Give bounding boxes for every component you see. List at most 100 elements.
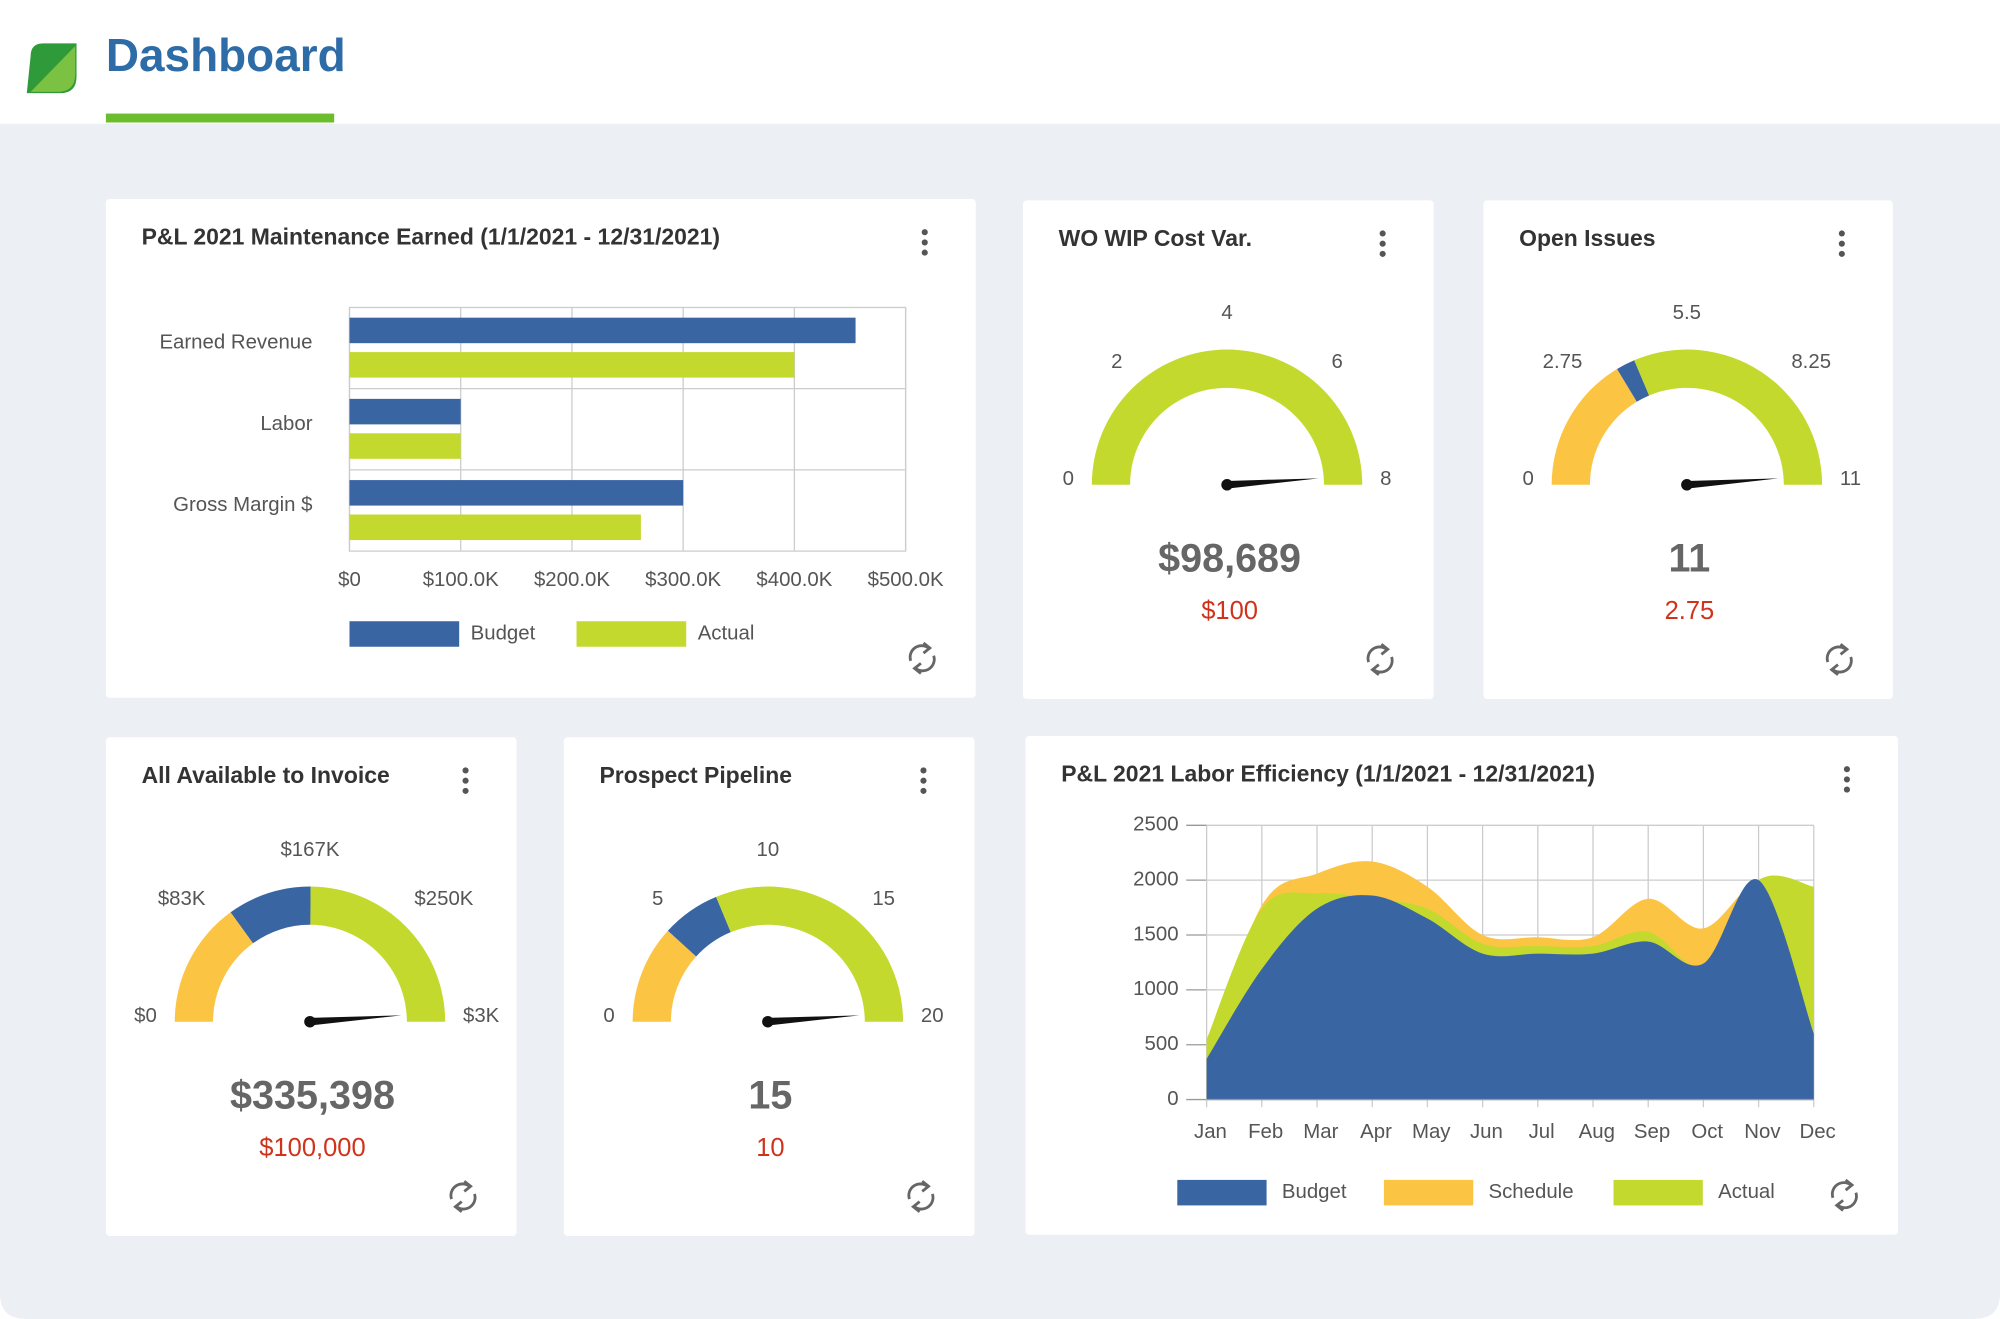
legend-label: Actual [1718,1181,1775,1203]
menu-button[interactable] [1379,230,1386,257]
gauge-tick-label: 6 [1332,351,1343,373]
widget-card: All Available to Invoice $0 $83K $167K $250K… [105,737,517,1237]
x-tick-label: Mar [1303,1121,1338,1143]
gauge-value: 15 [748,1074,792,1118]
refresh-button[interactable] [1366,643,1394,676]
gauge-target: 10 [756,1134,784,1162]
gauge-tick-label: 5 [652,888,663,910]
menu-dot [1838,230,1845,237]
bar [349,317,856,344]
menu-dot [1838,250,1845,257]
x-tick-label: Apr [1360,1121,1392,1143]
needle-hub [762,1016,774,1028]
x-tick-label: $0 [338,569,361,591]
gauge-band [1617,360,1650,402]
bar [349,433,461,459]
gauge-band [632,930,697,1022]
gauge-tick-label: $250K [414,888,473,910]
widget-title: All Available to Invoice [142,762,390,788]
refresh-button[interactable] [908,641,936,675]
legend-label: Actual [698,622,755,644]
needle-hub [1681,479,1693,491]
x-tick-label: $400.0K [756,569,832,591]
menu-dot [921,239,928,246]
menu-dot [1379,250,1386,257]
gauge-band [667,896,731,957]
refresh-button[interactable] [907,1180,935,1213]
refresh-button[interactable] [449,1180,477,1213]
y-tick-label: Earned Revenue [159,332,312,354]
legend-label: Schedule [1489,1181,1574,1203]
gauge-needle [309,1015,402,1026]
menu-button[interactable] [920,767,927,794]
refresh-arrow [922,641,933,655]
menu-button[interactable] [1838,230,1845,257]
x-tick-label: $300.0K [645,569,721,591]
gauge-value: $98,689 [1158,537,1301,581]
menu-button[interactable] [462,767,469,794]
refresh-arrow [912,662,922,675]
legend-swatch [1177,1179,1267,1206]
x-tick-label: Feb [1248,1121,1283,1143]
gauge-tick-label: 20 [921,1005,944,1027]
gauge-target: 2.75 [1665,597,1715,625]
menu-dot [920,777,927,784]
x-tick-label: Jul [1529,1121,1555,1143]
legend-swatch [1383,1179,1474,1206]
refresh-arrow [1370,663,1380,676]
x-tick-label: Jan [1194,1121,1227,1143]
area [1206,879,1814,1100]
bar [349,514,641,541]
menu-dot [1843,786,1850,793]
menu-dot [462,777,469,784]
gauge-tick-label: 2 [1111,351,1122,373]
x-tick-label: Dec [1799,1121,1835,1143]
widget-title: WO WIP Cost Var. [1059,225,1252,251]
widget-title: Open Issues [1519,225,1655,251]
x-tick-label: $500.0K [868,569,944,591]
menu-dot [1379,230,1386,237]
menu-dot [1379,240,1386,247]
refresh-arrow [1834,1199,1844,1212]
gauge-tick-label: 4 [1221,302,1232,324]
menu-button[interactable] [921,229,928,256]
menu-button[interactable] [1843,766,1850,793]
card-background [563,737,975,1237]
page-title: Dashboard [106,29,346,81]
gauge-tick-label: $0 [134,1005,157,1027]
refresh-arrow [1844,1178,1855,1192]
refresh-button[interactable] [1825,643,1853,676]
bar [349,352,795,378]
widget-title: Prospect Pipeline [599,762,791,788]
refresh-arrow [1829,663,1839,676]
refresh-arrow [921,1180,931,1193]
gauge-needle [767,1015,860,1026]
gauge-target: $100,000 [259,1134,365,1162]
legend-label: Budget [1282,1181,1347,1203]
x-tick-label: Aug [1579,1121,1615,1143]
gauge-tick-label: 11 [1840,468,1861,490]
y-tick-label: 2000 [1133,869,1178,891]
y-tick-label: 1000 [1133,978,1178,1000]
gauge-band [1091,349,1363,485]
gauge-tick-label: 0 [1063,468,1074,490]
y-tick-label: 2500 [1133,814,1178,836]
refresh-arrow [453,1200,463,1213]
gauge-needle [1686,478,1779,489]
menu-dot [462,787,469,794]
needle-hub [304,1016,316,1028]
gauge-band [716,886,904,1022]
gauge-tick-label: 5.5 [1673,302,1701,324]
refresh-button[interactable] [1830,1178,1858,1212]
x-tick-label: $200.0K [534,569,610,591]
card-background [1022,200,1434,700]
gauge-tick-label: 8 [1380,468,1391,490]
card-background [1483,200,1893,700]
x-tick-label: $100.0K [423,569,499,591]
gauge-tick-label: $167K [280,839,339,861]
gauge-tick-label: $83K [158,888,206,910]
gauge-tick-label: 0 [1522,468,1533,490]
menu-dot [920,767,927,774]
gauge-band [310,886,446,1022]
bar [349,398,461,425]
